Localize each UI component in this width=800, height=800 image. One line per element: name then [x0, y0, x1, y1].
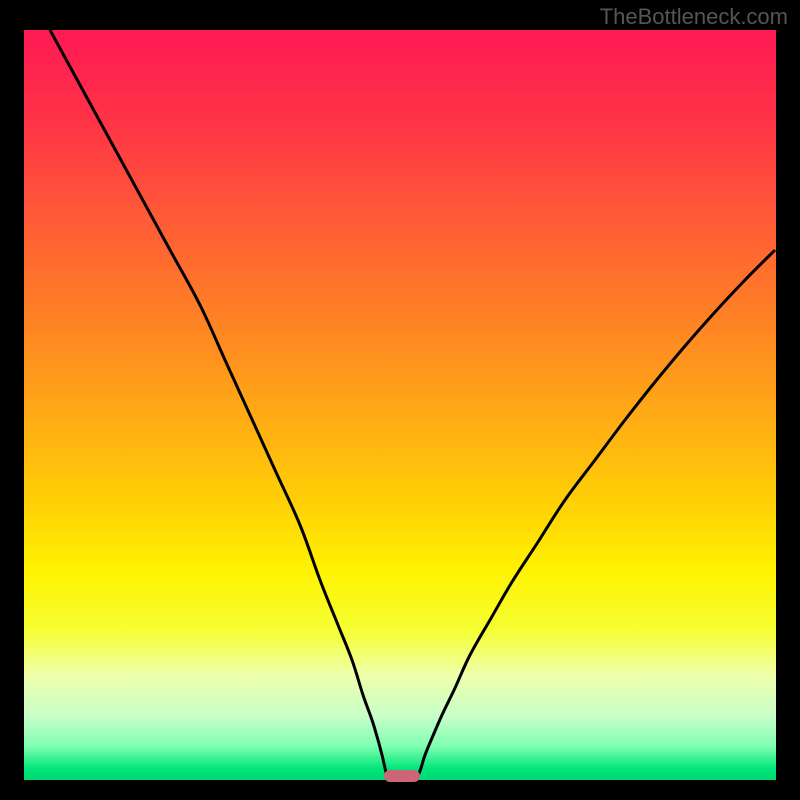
- right-curve: [418, 250, 775, 776]
- watermark-text: TheBottleneck.com: [600, 4, 788, 30]
- bottleneck-chart: [24, 30, 776, 780]
- left-curve: [50, 30, 387, 776]
- bottleneck-curves: [24, 30, 776, 780]
- bottleneck-marker: [384, 770, 420, 782]
